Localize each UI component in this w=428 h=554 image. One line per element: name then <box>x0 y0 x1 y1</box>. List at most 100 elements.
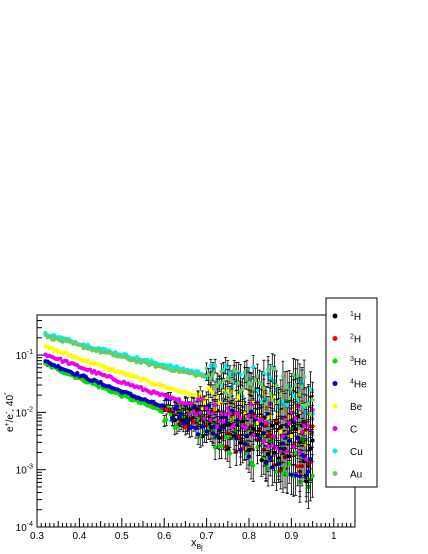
data-point <box>308 411 313 417</box>
data-point <box>299 429 305 434</box>
legend: 1H 2H 3He 4He Be C Cu Au <box>325 297 378 488</box>
data-point <box>206 410 211 415</box>
data-point <box>208 376 213 382</box>
data-point <box>306 401 311 406</box>
data-point <box>232 423 237 428</box>
data-point <box>270 443 275 448</box>
data-point <box>193 413 199 418</box>
data-point <box>227 392 233 398</box>
data-point <box>225 366 230 372</box>
data-point <box>200 396 205 401</box>
data-point <box>261 439 266 444</box>
data-point <box>236 395 241 400</box>
data-point <box>210 390 216 395</box>
data-point <box>219 383 224 388</box>
data-point <box>56 363 61 369</box>
data-point <box>189 424 194 430</box>
data-point <box>49 345 54 351</box>
data-point <box>278 429 283 434</box>
data-point <box>249 401 254 407</box>
legend-label: 4He <box>350 379 367 391</box>
data-point <box>246 454 252 459</box>
data-point <box>174 404 180 409</box>
data-point <box>229 377 235 383</box>
legend-label: Au <box>350 470 362 481</box>
data-point <box>204 429 209 434</box>
legend-label: 2H <box>350 334 361 346</box>
data-point <box>297 450 302 455</box>
x-tick-label: 0.6 <box>157 531 171 542</box>
data-point <box>159 409 165 414</box>
data-point <box>242 441 247 447</box>
data-point <box>308 387 313 392</box>
data-point <box>204 406 209 411</box>
data-point <box>259 382 264 387</box>
y-tick-label: 10-1 <box>16 349 33 362</box>
series-Au <box>43 332 315 433</box>
legend-marker <box>332 313 338 319</box>
axis-ticks: 0.3 0.4 0.5 0.6 0.7 0.8 0.9 1 10-4 10-3 10-2 10-1 <box>16 314 356 542</box>
data-point <box>285 403 290 408</box>
data-point <box>215 424 220 429</box>
data-point <box>263 420 269 425</box>
x-tick-label: 0.7 <box>200 531 214 542</box>
data-point <box>196 432 201 437</box>
data-point <box>255 388 260 393</box>
legend-label: 3He <box>350 356 367 368</box>
x-tick-label: 0.3 <box>30 531 44 542</box>
data-point <box>259 399 264 404</box>
data-point <box>217 380 222 385</box>
data-point <box>225 406 230 411</box>
data-point <box>198 410 203 415</box>
data-point <box>274 445 279 451</box>
data-point <box>64 359 69 364</box>
data-point <box>238 447 243 452</box>
data-point <box>276 461 281 466</box>
data-point <box>227 411 233 416</box>
data-point <box>196 416 201 422</box>
data-point <box>251 463 256 468</box>
data-point <box>249 381 254 387</box>
data-point <box>270 465 275 470</box>
data-point <box>198 390 203 395</box>
data-point <box>189 401 194 406</box>
data-point <box>255 445 260 450</box>
legend-label: 1H <box>350 311 361 323</box>
x-tick-label: 1 <box>331 531 337 542</box>
data-point <box>196 397 201 402</box>
data-point <box>291 393 296 399</box>
legend-entries: 1H 2H 3He 4He Be C Cu Au <box>332 311 367 481</box>
data-point <box>221 419 226 424</box>
data-points <box>43 330 315 509</box>
data-point <box>212 402 218 408</box>
data-point <box>244 425 249 430</box>
data-point <box>212 445 218 450</box>
legend-marker <box>332 336 338 341</box>
data-point <box>251 365 256 370</box>
data-point <box>47 334 52 339</box>
data-point <box>285 449 290 454</box>
data-point <box>210 431 216 436</box>
data-point <box>253 414 258 419</box>
legend-marker <box>332 358 338 364</box>
data-point <box>221 378 226 384</box>
x-axis-title: xBj <box>191 537 203 551</box>
legend-label: Cu <box>350 447 363 458</box>
data-point <box>257 436 262 441</box>
data-point <box>164 417 169 422</box>
data-point <box>151 361 156 366</box>
data-point <box>289 433 294 439</box>
data-point <box>236 411 241 416</box>
x-tick-label: 0.5 <box>115 531 129 542</box>
data-point <box>219 443 224 448</box>
data-point <box>310 473 315 478</box>
legend-label: Be <box>350 402 363 413</box>
data-point <box>287 396 292 401</box>
data-point <box>293 382 298 388</box>
data-point <box>282 466 288 471</box>
data-point <box>225 375 230 381</box>
data-point <box>223 390 228 396</box>
data-point <box>259 417 264 422</box>
legend-marker <box>332 426 338 431</box>
